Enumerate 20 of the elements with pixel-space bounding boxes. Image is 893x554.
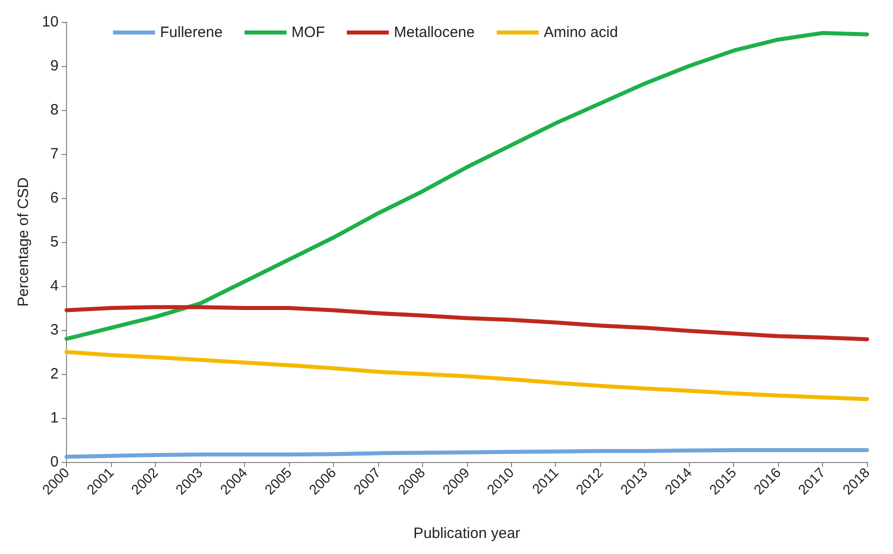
y-tick-label: 5 — [50, 234, 59, 250]
y-tick-label: 6 — [50, 190, 59, 206]
legend-label: Fullerene — [160, 24, 223, 41]
y-tick-label: 1 — [50, 410, 59, 426]
y-tick-label: 7 — [50, 146, 59, 162]
y-tick-label: 0 — [50, 454, 59, 470]
line-series — [64, 350, 869, 402]
legend-label: Metallocene — [394, 24, 475, 41]
y-tick-label: 10 — [42, 14, 59, 30]
y-tick-label: 4 — [50, 278, 59, 294]
y-axis-title: Percentage of CSD — [15, 177, 32, 307]
legend-label: MOF — [292, 24, 325, 41]
line-series — [64, 448, 869, 459]
y-tick-label: 9 — [50, 58, 59, 74]
y-tick-label: 8 — [50, 102, 59, 118]
y-tick-label: 3 — [50, 322, 59, 338]
line-series — [64, 305, 869, 342]
legend-label: Amino acid — [544, 24, 618, 41]
y-tick-label: 2 — [50, 366, 59, 382]
x-axis-title: Publication year — [413, 525, 520, 542]
